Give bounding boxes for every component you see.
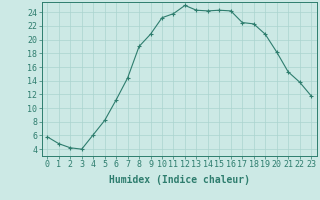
X-axis label: Humidex (Indice chaleur): Humidex (Indice chaleur) — [109, 175, 250, 185]
